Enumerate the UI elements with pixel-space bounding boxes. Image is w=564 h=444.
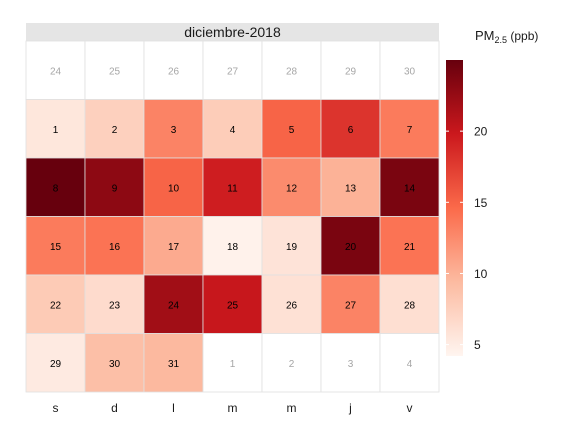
- weekday-label: l: [172, 401, 175, 415]
- day-cell: [25, 157, 86, 217]
- day-number-label: 2: [289, 359, 295, 370]
- weekday-label: v: [407, 401, 413, 415]
- day-number-label: 30: [109, 359, 121, 370]
- chart-title: diciembre-2018: [184, 24, 281, 40]
- day-cell: [202, 216, 263, 276]
- day-cell: [25, 216, 86, 276]
- weekday-label: m: [228, 401, 238, 415]
- day-cell: [143, 157, 204, 217]
- day-cell: [320, 216, 381, 276]
- day-number-label: 6: [348, 125, 354, 136]
- day-number-label: 14: [404, 183, 416, 194]
- day-cell: [320, 157, 381, 217]
- day-cell: [320, 274, 381, 334]
- day-number-label: 3: [171, 125, 177, 136]
- day-cell: [379, 216, 440, 276]
- day-cell: [261, 157, 322, 217]
- day-number-label: 18: [227, 242, 239, 253]
- day-number-label: 26: [286, 300, 298, 311]
- day-number-label: 23: [109, 300, 121, 311]
- day-number-label: 16: [109, 242, 121, 253]
- day-cell: [143, 274, 204, 334]
- day-cell: [202, 157, 263, 217]
- day-cell: [143, 99, 204, 159]
- day-cell: [261, 274, 322, 334]
- day-cell: [84, 99, 145, 159]
- day-number-label: 26: [168, 66, 180, 77]
- day-number-label: 21: [404, 242, 416, 253]
- day-cell: [261, 333, 322, 393]
- day-cell: [379, 274, 440, 334]
- legend-title: PM2.5 (ppb): [475, 28, 538, 45]
- day-cell: [379, 333, 440, 393]
- day-number-label: 15: [50, 242, 62, 253]
- day-number-label: 25: [109, 66, 121, 77]
- day-cell: [143, 216, 204, 276]
- day-number-label: 2: [112, 125, 118, 136]
- day-number-label: 27: [345, 300, 357, 311]
- day-number-label: 4: [230, 125, 236, 136]
- day-number-label: 31: [168, 359, 180, 370]
- day-number-label: 28: [404, 300, 416, 311]
- day-number-label: 13: [345, 183, 357, 194]
- day-number-label: 1: [53, 125, 59, 136]
- day-cell: [25, 40, 86, 100]
- day-number-label: 4: [407, 359, 413, 370]
- day-number-label: 28: [286, 66, 298, 77]
- day-number-label: 10: [168, 183, 180, 194]
- day-cell: [320, 333, 381, 393]
- day-number-label: 22: [50, 300, 62, 311]
- day-number-label: 27: [227, 66, 239, 77]
- day-cell: [379, 40, 440, 100]
- day-number-label: 3: [348, 359, 354, 370]
- day-number-label: 9: [112, 183, 118, 194]
- day-cell: [25, 274, 86, 334]
- legend-tick-label: 5: [474, 338, 481, 352]
- day-number-label: 24: [168, 300, 180, 311]
- legend-tick-label: 20: [474, 125, 488, 139]
- day-number-label: 30: [404, 66, 416, 77]
- day-cell: [143, 333, 204, 393]
- day-cell: [379, 157, 440, 217]
- weekday-label: s: [53, 401, 59, 415]
- weekday-label: m: [287, 401, 297, 415]
- day-cell: [379, 99, 440, 159]
- day-number-label: 29: [345, 66, 357, 77]
- color-legend: PM2.5 (ppb) 5 10 15 20: [446, 28, 538, 356]
- day-number-label: 24: [50, 66, 62, 77]
- day-cell: [84, 216, 145, 276]
- title-strip: [26, 23, 439, 41]
- day-cell: [202, 99, 263, 159]
- day-number-label: 17: [168, 242, 180, 253]
- day-number-label: 20: [345, 242, 357, 253]
- day-cell: [25, 99, 86, 159]
- day-cell: [261, 216, 322, 276]
- legend-tick-label: 10: [474, 267, 488, 281]
- day-cell: [84, 157, 145, 217]
- legend-colorbar: [446, 60, 463, 356]
- weekday-label: d: [111, 401, 118, 415]
- day-cell: [202, 274, 263, 334]
- day-cell: [261, 99, 322, 159]
- day-cell: [202, 333, 263, 393]
- day-number-label: 5: [289, 125, 295, 136]
- day-cell: [25, 333, 86, 393]
- day-number-label: 12: [286, 183, 298, 194]
- day-cell: [84, 333, 145, 393]
- day-number-label: 29: [50, 359, 62, 370]
- day-number-label: 25: [227, 300, 239, 311]
- day-number-label: 11: [227, 183, 238, 194]
- day-number-label: 19: [286, 242, 298, 253]
- day-number-label: 7: [407, 125, 413, 136]
- day-number-label: 8: [53, 183, 59, 194]
- day-number-label: 1: [230, 359, 236, 370]
- legend-tick-label: 15: [474, 196, 488, 210]
- weekday-label: j: [348, 401, 352, 415]
